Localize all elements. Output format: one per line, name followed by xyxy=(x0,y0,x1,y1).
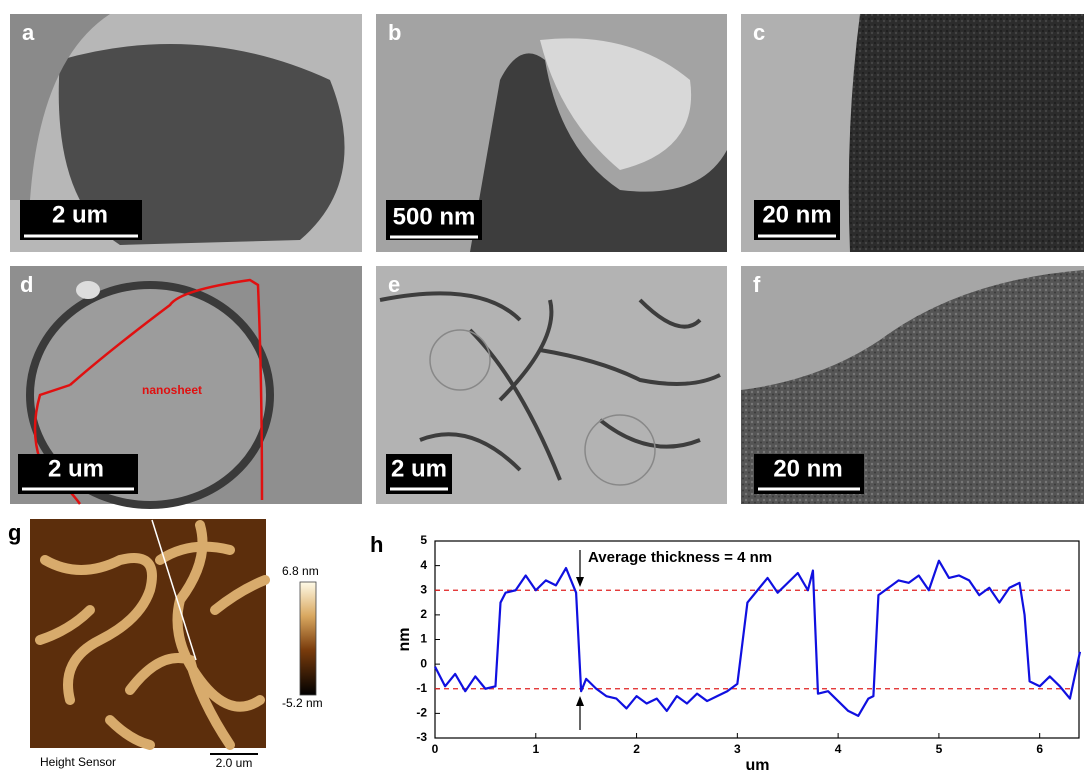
scale-bar-label: 20 nm xyxy=(762,201,831,228)
panel-h: h Average thickness = 4 nm -3 -2 -1 0 1 2 3 4 5 0… xyxy=(370,532,1082,774)
y-axis-label: nm xyxy=(396,628,413,652)
scale-bar-label: 2 um xyxy=(48,455,104,482)
x-tick-label: 0 xyxy=(432,742,439,756)
panel-g: g 6.8 nm -5.2 nm Height Sensor 2.0 um xyxy=(8,519,323,770)
y-tick-label: 1 xyxy=(420,632,427,646)
y-tick-label: 3 xyxy=(420,582,427,596)
plot-frame xyxy=(434,540,1080,739)
panel-c: c 20 nm xyxy=(741,14,1084,252)
annotation: Average thickness = 4 nm xyxy=(588,549,772,566)
scale-bar-label: 2 um xyxy=(391,455,447,482)
panel-label: h xyxy=(370,532,383,557)
scale-bar-label: 20 nm xyxy=(773,455,842,482)
y-tick-label: 0 xyxy=(420,656,427,670)
panel-label: a xyxy=(22,20,35,45)
colorbar-max: 6.8 nm xyxy=(282,564,319,578)
annotation: nanosheet xyxy=(142,383,202,397)
panel-label: e xyxy=(388,272,400,297)
x-axis-label: um xyxy=(746,757,770,774)
panel-label: d xyxy=(20,272,33,297)
scale-bar-label: 500 nm xyxy=(393,203,476,230)
panel-f: f 20 nm xyxy=(741,266,1084,504)
x-tick-label: 6 xyxy=(1036,742,1043,756)
y-tick-label: 4 xyxy=(420,558,427,572)
y-tick-label: 2 xyxy=(420,607,427,621)
panel-d: nanosheet d 2 um xyxy=(10,266,362,509)
scale-bar-label: 2.0 um xyxy=(216,756,253,770)
x-tick-label: 2 xyxy=(633,742,640,756)
y-tick-label: -2 xyxy=(416,706,427,720)
panel-label: c xyxy=(753,20,765,45)
panel-label: f xyxy=(753,272,761,297)
y-tick-label: -1 xyxy=(416,681,427,695)
x-tick-label: 3 xyxy=(734,742,741,756)
profile-line xyxy=(434,559,1082,717)
x-tick-label: 1 xyxy=(532,742,539,756)
scale-bar-label: 2 um xyxy=(52,201,108,228)
x-tick-label: 4 xyxy=(835,742,842,756)
caption: Height Sensor xyxy=(40,755,116,769)
panel-label: b xyxy=(388,20,401,45)
y-tick-label: 5 xyxy=(420,533,427,547)
panel-a: a 2 um xyxy=(10,14,362,252)
panel-label: g xyxy=(8,520,21,545)
x-tick-label: 5 xyxy=(936,742,943,756)
colorbar-min: -5.2 nm xyxy=(282,696,323,710)
panel-b: b 500 nm xyxy=(376,14,727,253)
y-tick-label: -3 xyxy=(416,730,427,744)
panel-e: e 2 um xyxy=(376,266,727,504)
